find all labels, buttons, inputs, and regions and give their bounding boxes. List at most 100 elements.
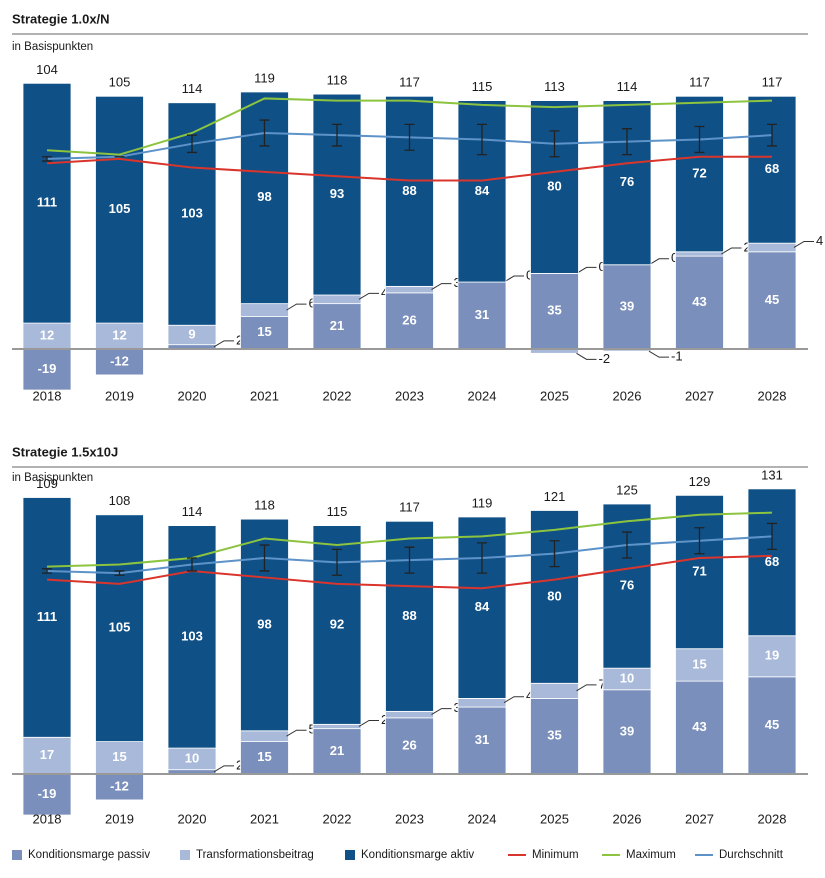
x-tick-label: 2019 (105, 811, 134, 826)
data-label: 4 (816, 233, 823, 248)
x-tick-label: 2022 (323, 388, 352, 403)
data-label: 12 (112, 327, 126, 342)
data-label: 2 (744, 239, 751, 254)
chart-subtitle: in Basispunkten (12, 472, 93, 484)
x-tick-label: 2022 (323, 811, 352, 826)
total-label: 131 (761, 467, 783, 482)
data-label: 5 (309, 722, 316, 737)
error-bar (477, 123, 487, 156)
x-tick-label: 2020 (178, 388, 207, 403)
legend-swatch (345, 850, 355, 860)
data-label: 71 (692, 563, 706, 578)
bar-segment (240, 730, 289, 742)
error-bar (404, 123, 415, 151)
error-bar (42, 156, 52, 162)
total-label: 115 (327, 504, 348, 519)
total-label: 129 (689, 474, 711, 489)
line-series (46, 155, 772, 182)
x-tick-label: 2024 (468, 388, 497, 403)
leader-line (576, 266, 597, 274)
leader-line (358, 719, 379, 727)
data-label: 103 (181, 628, 203, 643)
data-label: 72 (692, 165, 706, 180)
x-tick-label: 2023 (395, 388, 424, 403)
legend-label: Minimum (532, 849, 579, 861)
data-label: 98 (257, 189, 271, 204)
bar-segment (530, 272, 579, 350)
data-label: 4 (381, 285, 388, 300)
x-tick-label: 2020 (178, 811, 207, 826)
x-tick-label: 2023 (395, 811, 424, 826)
data-label: 15 (112, 749, 126, 764)
bar-segment (747, 251, 797, 350)
data-label: 15 (692, 656, 706, 671)
data-label: 21 (330, 743, 344, 758)
bar-segment (312, 723, 362, 730)
error-bar (42, 568, 52, 574)
line-series (46, 511, 773, 568)
chart-title: Strategie 1.5x10J (12, 444, 118, 459)
total-label: 115 (472, 79, 493, 94)
line-series (46, 97, 773, 156)
bar-segment (457, 281, 507, 350)
bar-segment (602, 503, 652, 669)
data-label: 31 (475, 307, 489, 322)
line-series (46, 554, 773, 590)
data-label: -19 (38, 786, 57, 801)
data-label: 45 (765, 717, 779, 732)
data-label: 111 (37, 609, 57, 624)
data-label: 26 (402, 737, 416, 752)
total-label: 114 (182, 81, 203, 96)
data-label: 68 (765, 161, 779, 176)
leader-line (213, 765, 234, 773)
data-label: 0 (671, 250, 678, 265)
bar-segment (22, 773, 72, 816)
data-label: 2 (236, 757, 243, 772)
total-label: 114 (182, 504, 203, 519)
data-label: 92 (330, 616, 344, 631)
error-bar (187, 134, 197, 154)
data-label: -1 (671, 349, 683, 364)
bar-segment (602, 689, 652, 775)
bar-segment (385, 717, 434, 775)
error-bar (477, 542, 487, 574)
error-bar (549, 540, 560, 568)
leader-line (213, 340, 234, 348)
bar-segment (95, 773, 144, 801)
leader-line (648, 350, 669, 358)
x-tick-label: 2027 (685, 388, 714, 403)
x-tick-label: 2027 (685, 811, 714, 826)
bar-segment (312, 294, 362, 305)
bar-segment (95, 348, 144, 376)
total-label: 108 (109, 493, 131, 508)
bar-segment (530, 682, 579, 699)
bar-segment (457, 698, 507, 708)
legend-label: Maximum (626, 849, 676, 861)
data-label: 0 (599, 259, 606, 274)
data-label: 17 (40, 747, 54, 762)
total-label: 119 (254, 70, 275, 85)
bar-segment (22, 322, 72, 350)
total-label: 117 (689, 75, 710, 90)
data-label: 88 (402, 608, 416, 623)
bar-segment (22, 82, 72, 324)
data-label: 45 (765, 292, 779, 307)
leader-line (431, 708, 452, 716)
bar-segment (530, 510, 579, 684)
data-label: 10 (185, 750, 199, 765)
chart-subtitle: in Basispunkten (12, 41, 93, 53)
bar-segment (675, 251, 724, 257)
x-tick-label: 2025 (540, 811, 569, 826)
bar-segment (747, 95, 797, 244)
data-label: -12 (110, 778, 129, 793)
x-tick-label: 2024 (468, 811, 497, 826)
error-bar (767, 123, 777, 147)
leader-line (721, 247, 742, 255)
data-label: -2 (599, 351, 611, 366)
data-label: 80 (547, 178, 561, 193)
data-label: 43 (692, 719, 706, 734)
data-label: 105 (109, 620, 131, 635)
total-label: 109 (36, 476, 58, 491)
bar-segment (385, 710, 434, 719)
